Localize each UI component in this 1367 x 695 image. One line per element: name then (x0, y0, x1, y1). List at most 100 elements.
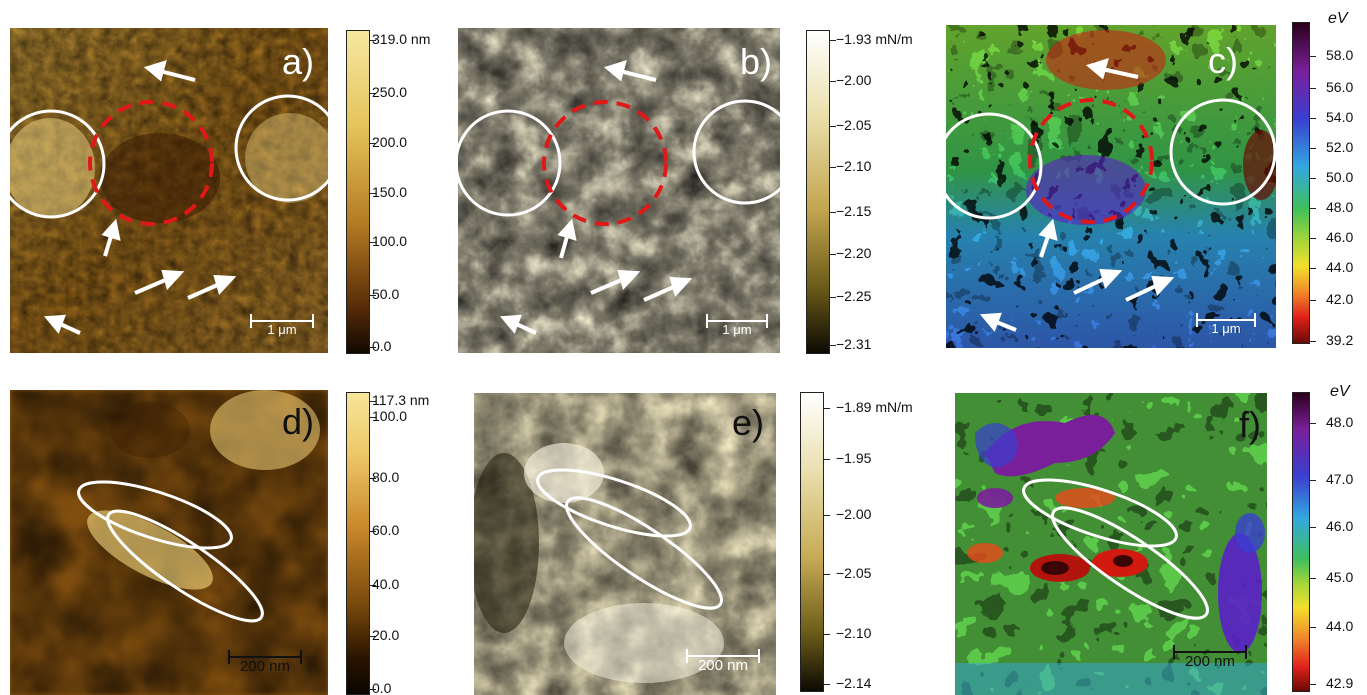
colorbar-c-tick-mark (1310, 56, 1316, 57)
colorbar-d-tick-mark (370, 585, 376, 586)
colorbar-b-tick-label: −2.31 (836, 336, 872, 352)
colorbar-a-tick-label: 100.0 (372, 233, 408, 249)
colorbar-e-tick-mark (824, 459, 830, 460)
colorbar-d-tick-mark (370, 531, 376, 532)
white-circle-marker (946, 112, 1043, 220)
colorbar-a-tick-label: 319.0 nm (372, 31, 431, 47)
friction-image-b (458, 28, 780, 353)
colorbar-d-tick-label: 117.3 nm (372, 392, 430, 408)
red-dashed-circle-marker (88, 100, 214, 226)
white-ellipse-marker (1051, 506, 1209, 620)
panel-label-b: b) (739, 41, 772, 82)
colorbar-c-tick-mark (1310, 178, 1316, 179)
colorbar-a (346, 30, 370, 354)
panel-label-e: e) (731, 402, 764, 443)
work-function-image-c (946, 25, 1276, 348)
colorbar-a-tick-mark (370, 347, 376, 348)
colorbar-e-tick-label: −1.95 (836, 450, 872, 466)
colorbar-c-tick-mark (1310, 341, 1316, 342)
colorbar-d-tick-label: 40.0 (372, 576, 400, 592)
colorbar-f-tick-label: 44.0 (1326, 618, 1354, 634)
colorbar-b-tick-label: −2.15 (836, 203, 872, 219)
colorbar-a-tick-mark (370, 93, 376, 94)
panel-a-topography: a) 1 μm (10, 28, 328, 353)
white-circle-marker (234, 94, 328, 202)
colorbar-b-tick-label: −2.20 (836, 245, 872, 261)
colorbar-d-tick-mark (370, 401, 376, 402)
white-ellipse-marker (1022, 478, 1178, 548)
colorbar-d-tick-mark (370, 478, 376, 479)
colorbar-b (806, 30, 830, 354)
white-ellipse-marker (536, 468, 692, 538)
colorbar-e-tick-mark (824, 684, 830, 685)
colorbar-f-tick-mark (1310, 684, 1316, 685)
colorbar-c-tick-mark (1310, 238, 1316, 239)
colorbar-c-unit: eV (1328, 10, 1348, 27)
colorbar-b-tick-mark (830, 297, 836, 298)
colorbar-d-tick-mark (370, 417, 376, 418)
colorbar-f-tick-label: 47.0 (1326, 471, 1354, 487)
colorbar-c-tick-label: 56.0 (1326, 79, 1354, 95)
colorbar-a-tick-mark (370, 143, 376, 144)
panel-d-topography: d) 200 nm (10, 390, 328, 695)
colorbar-b-tick-mark (830, 81, 836, 82)
colorbar-d-tick-mark (370, 689, 376, 690)
colorbar-a-tick-label: 250.0 (372, 84, 408, 100)
topography-image-d (10, 390, 328, 695)
colorbar-c-tick-label: 44.0 (1326, 259, 1354, 275)
colorbar-a-tick-mark (370, 242, 376, 243)
colorbar-b-tick-mark (830, 212, 836, 213)
colorbar-b-tick-mark (830, 126, 836, 127)
panel-c-work-function: c) 1 μm (946, 25, 1276, 348)
colorbar-d-tick-label: 0.0 (372, 680, 392, 695)
colorbar-f-tick-label: 42.9 (1326, 675, 1354, 691)
colorbar-f-tick-label: 48.0 (1326, 414, 1354, 430)
colorbar-c-tick-label: 39.2 (1326, 332, 1354, 348)
colorbar-a-tick-mark (370, 40, 376, 41)
white-circle-marker (10, 109, 106, 219)
colorbar-f-tick-label: 46.0 (1326, 518, 1354, 534)
colorbar-c-tick-mark (1310, 88, 1316, 89)
colorbar-a-tick-label: 50.0 (372, 286, 400, 302)
panel-label-c: c) (1208, 40, 1238, 81)
colorbar-c-tick-mark (1310, 148, 1316, 149)
colorbar-d-tick-label: 100.0 (372, 408, 408, 424)
panel-label-d: d) (281, 401, 314, 442)
colorbar-e-tick-label: −2.05 (836, 565, 872, 581)
colorbar-c-tick-mark (1310, 268, 1316, 269)
colorbar-c-tick-mark (1310, 300, 1316, 301)
white-circle-marker (458, 109, 562, 217)
white-circle-marker (1169, 98, 1276, 206)
panel-label-a: a) (281, 41, 314, 82)
colorbar-a-tick-label: 150.0 (372, 184, 408, 200)
white-ellipse-marker (77, 480, 233, 550)
colorbar-f-tick-label: 45.0 (1326, 569, 1354, 585)
colorbar-e-tick-mark (824, 574, 830, 575)
colorbar-c-tick-label: 46.0 (1326, 229, 1354, 245)
colorbar-c-tick-label: 58.0 (1326, 47, 1354, 63)
panel-f-work-function: f) 200 nm (955, 393, 1267, 695)
colorbar-d-tick-label: 20.0 (372, 627, 400, 643)
panel-label-f: f) (1239, 404, 1261, 445)
colorbar-d-tick-label: 80.0 (372, 469, 400, 485)
colorbar-a-tick-label: 0.0 (372, 338, 392, 354)
colorbar-c-tick-label: 54.0 (1326, 109, 1354, 125)
colorbar-f-tick-mark (1310, 423, 1316, 424)
colorbar-a-tick-mark (370, 295, 376, 296)
colorbar-a-tick-label: 200.0 (372, 134, 408, 150)
colorbar-e-tick-mark (824, 515, 830, 516)
red-dashed-circle-marker (542, 100, 668, 226)
colorbar-f (1292, 392, 1310, 692)
white-circle-marker (692, 99, 780, 205)
colorbar-c-tick-mark (1310, 208, 1316, 209)
colorbar-c-tick-mark (1310, 118, 1316, 119)
colorbar-d-tick-label: 60.0 (372, 522, 400, 538)
colorbar-b-tick-mark (830, 40, 836, 41)
work-function-image-f (955, 393, 1267, 695)
panel-e-friction: e) 200 nm (474, 393, 776, 695)
colorbar-c-tick-label: 50.0 (1326, 169, 1354, 185)
colorbar-f-tick-mark (1310, 578, 1316, 579)
colorbar-f-tick-mark (1310, 627, 1316, 628)
colorbar-b-tick-mark (830, 254, 836, 255)
